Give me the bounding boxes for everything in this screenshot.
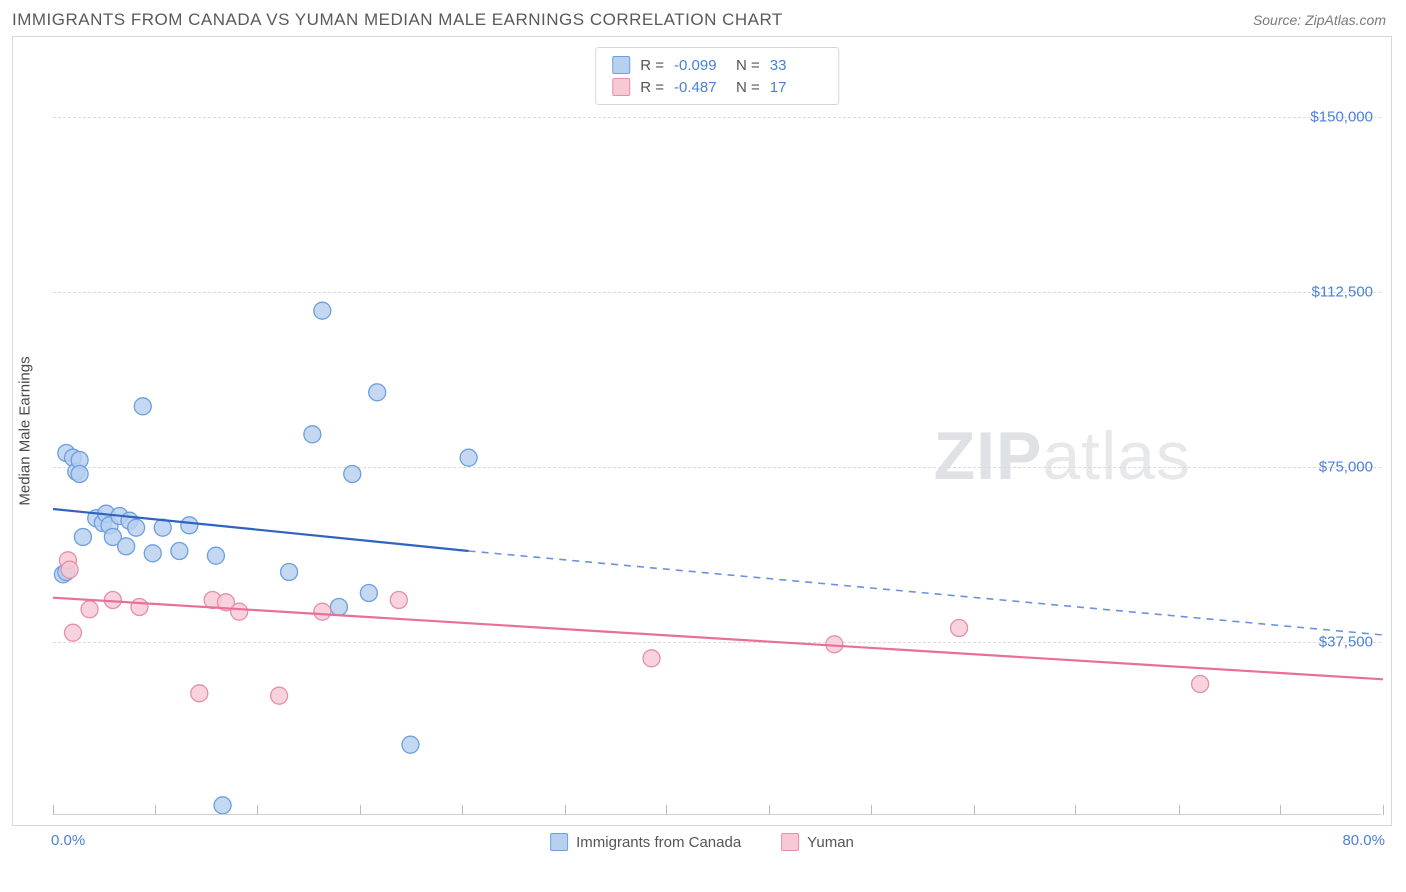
x-tick <box>155 805 156 815</box>
legend-item: Immigrants from Canada <box>550 833 741 851</box>
x-tick <box>666 805 667 815</box>
r-value: -0.487 <box>674 79 726 96</box>
data-point <box>304 426 321 443</box>
data-point <box>214 797 231 814</box>
legend: Immigrants from Canada Yuman <box>550 833 854 851</box>
data-point <box>118 538 135 555</box>
n-value: 17 <box>770 79 822 96</box>
legend-label: Immigrants from Canada <box>576 834 741 851</box>
legend-label: Yuman <box>807 834 854 851</box>
data-point <box>360 585 377 602</box>
data-point <box>181 517 198 534</box>
data-point <box>271 687 288 704</box>
plot-area: ZIPatlas $37,500$75,000$112,500$150,000 … <box>53 47 1381 815</box>
x-tick <box>769 805 770 815</box>
data-point <box>128 519 145 536</box>
chart-title: IMMIGRANTS FROM CANADA VS YUMAN MEDIAN M… <box>12 10 783 30</box>
source-credit: Source: ZipAtlas.com <box>1253 12 1386 28</box>
header: IMMIGRANTS FROM CANADA VS YUMAN MEDIAN M… <box>0 0 1406 36</box>
series-swatch <box>612 56 630 74</box>
correlation-stats-box: R = -0.099 N = 33 R = -0.487 N = 17 <box>595 47 839 105</box>
x-tick <box>360 805 361 815</box>
x-tick <box>565 805 566 815</box>
chart-container: ZIPatlas $37,500$75,000$112,500$150,000 … <box>12 36 1392 826</box>
x-tick <box>53 805 54 815</box>
x-max-label: 80.0% <box>1342 832 1385 849</box>
y-axis-label: Median Male Earnings <box>17 356 34 505</box>
data-point <box>144 545 161 562</box>
n-value: 33 <box>770 57 822 74</box>
data-point <box>402 736 419 753</box>
x-tick <box>257 805 258 815</box>
n-label: N = <box>736 79 760 96</box>
data-point <box>231 603 248 620</box>
data-point <box>390 592 407 609</box>
data-point <box>134 398 151 415</box>
data-point <box>61 561 78 578</box>
x-tick <box>1075 805 1076 815</box>
data-point <box>1192 676 1209 693</box>
series-swatch <box>550 833 568 851</box>
data-point <box>64 624 81 641</box>
series-swatch <box>612 78 630 96</box>
data-point <box>369 384 386 401</box>
x-min-label: 0.0% <box>51 832 85 849</box>
r-label: R = <box>640 57 664 74</box>
source-name: ZipAtlas.com <box>1305 12 1386 28</box>
x-axis-line <box>53 814 1381 815</box>
data-point <box>81 601 98 618</box>
data-point <box>191 685 208 702</box>
data-point <box>281 564 298 581</box>
series-swatch <box>781 833 799 851</box>
stats-row: R = -0.487 N = 17 <box>612 76 822 98</box>
x-tick <box>462 805 463 815</box>
x-tick <box>1383 805 1384 815</box>
data-point <box>951 620 968 637</box>
data-point <box>74 529 91 546</box>
x-tick <box>1280 805 1281 815</box>
x-tick <box>871 805 872 815</box>
data-point <box>131 599 148 616</box>
legend-item: Yuman <box>781 833 854 851</box>
data-point <box>314 302 331 319</box>
data-point <box>643 650 660 667</box>
x-tick <box>1179 805 1180 815</box>
r-value: -0.099 <box>674 57 726 74</box>
source-prefix: Source: <box>1253 12 1305 28</box>
trend-line <box>53 598 1383 680</box>
scatter-svg <box>53 47 1381 815</box>
data-point <box>171 543 188 560</box>
trend-line <box>469 551 1383 635</box>
x-tick <box>974 805 975 815</box>
data-point <box>460 449 477 466</box>
data-point <box>330 599 347 616</box>
data-point <box>71 466 88 483</box>
data-point <box>344 466 361 483</box>
stats-row: R = -0.099 N = 33 <box>612 54 822 76</box>
data-point <box>207 547 224 564</box>
r-label: R = <box>640 79 664 96</box>
data-point <box>314 603 331 620</box>
n-label: N = <box>736 57 760 74</box>
